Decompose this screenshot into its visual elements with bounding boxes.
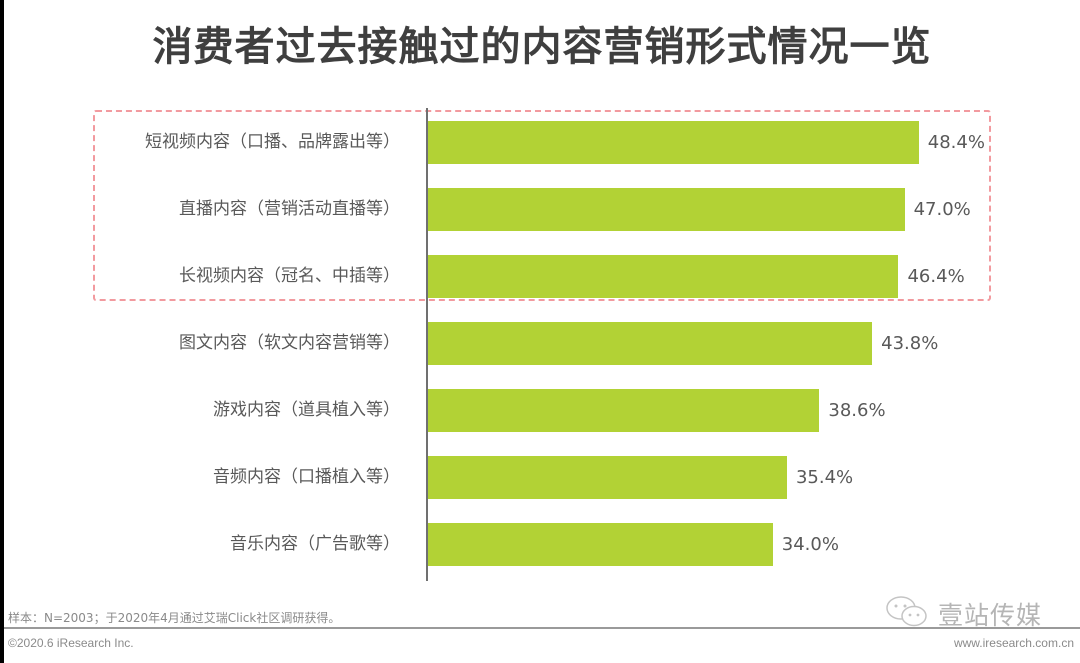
category-label: 图文内容（软文内容营销等） [179,333,400,353]
bar [428,456,787,499]
bar-row: 音乐内容（广告歌等） 34.0% [4,523,1080,566]
value-label: 43.8% [881,333,939,354]
bar [428,389,820,432]
bar-row: 短视频内容（口播、品牌露出等） 48.4% [4,121,1080,164]
value-label: 38.6% [828,400,886,421]
value-label: 47.0% [913,199,971,220]
top3-highlight-box [93,110,991,301]
bar [428,188,905,231]
value-label: 48.4% [927,132,985,153]
category-label: 短视频内容（口播、品牌露出等） [145,132,400,152]
y-axis-line [426,108,428,581]
watermark: 壹站传媒 [884,594,1042,634]
copyright: ©2020.6 iResearch Inc. [8,636,134,650]
sample-note: 样本：N=2003；于2020年4月通过艾瑞Click社区调研获得。 [8,611,341,625]
category-label: 音乐内容（广告歌等） [230,534,400,554]
watermark-text: 壹站传媒 [938,601,1043,630]
bar-row: 游戏内容（道具植入等） 38.6% [4,389,1080,432]
category-label: 直播内容（营销活动直播等） [179,199,400,219]
bar [428,523,773,566]
bar-row: 图文内容（软文内容营销等） 43.8% [4,322,1080,365]
bar [428,255,899,298]
source-url: www.iresearch.com.cn [953,636,1074,650]
wechat-icon [884,594,932,634]
chart-page: 消费者过去接触过的内容营销形式情况一览 短视频内容（口播、品牌露出等） 48.4%… [4,0,1080,663]
bar-row: 音频内容（口播植入等） 35.4% [4,456,1080,499]
bar [428,121,919,164]
category-label: 游戏内容（道具植入等） [213,400,400,420]
footer-divider [4,627,1080,629]
value-label: 35.4% [795,467,854,488]
value-label: 46.4% [907,266,965,287]
category-label: 长视频内容（冠名、中插等） [179,266,400,286]
category-label: 音频内容（口播植入等） [213,467,400,487]
bar-row: 长视频内容（冠名、中插等） 46.4% [4,255,1080,298]
chart-title: 消费者过去接触过的内容营销形式情况一览 [152,24,932,70]
bar-row: 直播内容（营销活动直播等） 47.0% [4,188,1080,231]
value-label: 34.0% [781,534,839,555]
bar [428,322,873,365]
